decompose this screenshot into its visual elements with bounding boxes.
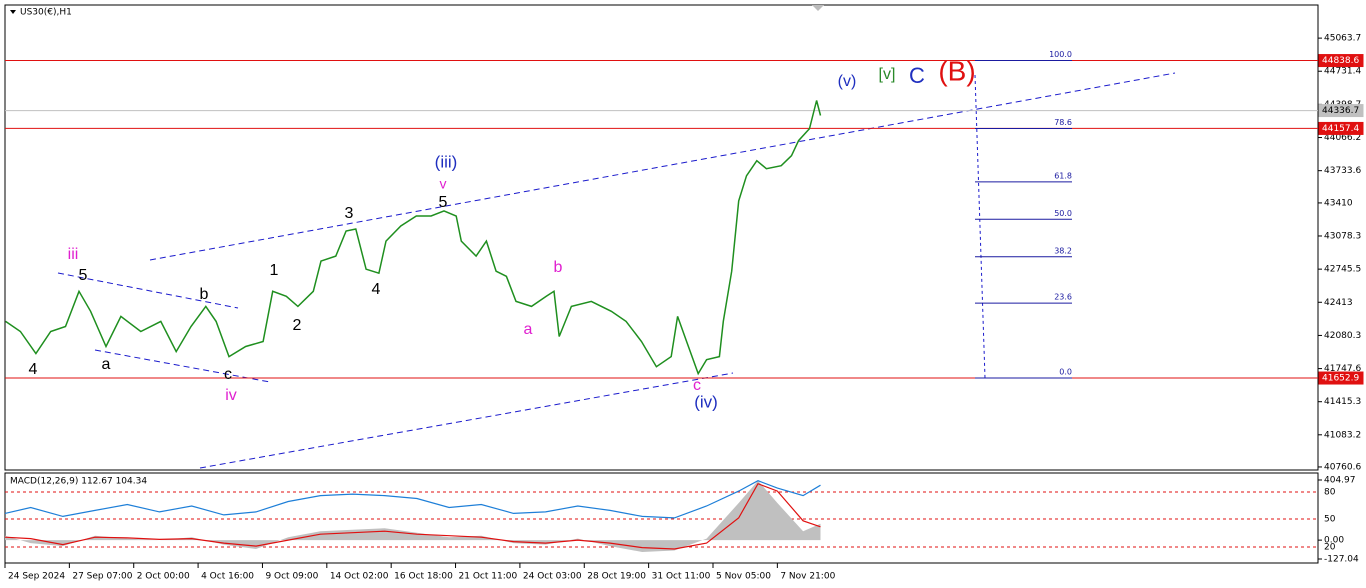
wave-label: 5	[79, 267, 88, 284]
wave-label: v	[440, 176, 447, 192]
wave-label: (iii)	[435, 152, 458, 171]
fib-label: 100.0	[1049, 50, 1072, 59]
y-tick-label: 41415.3	[1324, 397, 1361, 407]
x-tick-label: 24 Oct 03:00	[523, 572, 582, 582]
fib-label: 61.8	[1054, 171, 1072, 180]
wave-label: (iv)	[694, 392, 718, 411]
y-tick-label: -127.04	[1324, 554, 1359, 564]
wave-label: 3	[345, 205, 354, 222]
wave-label: b	[554, 259, 563, 276]
wave-label: c	[693, 377, 701, 394]
wave-label: a	[102, 356, 111, 373]
y-tick-label: 43410	[1324, 198, 1353, 208]
y-tick-label: 40760.6	[1324, 462, 1361, 472]
x-tick-label: 27 Sep 07:00	[72, 572, 132, 582]
price-label: 44157.4	[1322, 124, 1359, 134]
y-tick-label: 43733.6	[1324, 166, 1361, 176]
level-label: 50	[1324, 515, 1336, 525]
x-tick-label: 16 Oct 18:00	[394, 572, 453, 582]
menu-arrow[interactable]	[10, 10, 16, 14]
fib-label: 50.0	[1054, 209, 1072, 218]
x-tick-label: 7 Nov 21:00	[780, 572, 835, 582]
price-label-box	[1318, 371, 1364, 385]
level-label: 80	[1324, 488, 1336, 498]
histogram	[5, 480, 821, 552]
wave-label: a	[524, 321, 533, 338]
x-tick-label: 9 Oct 09:00	[265, 572, 318, 582]
x-tick-label: 5 Nov 05:00	[716, 572, 771, 582]
fib-label: 23.6	[1054, 293, 1072, 302]
wave-label: 4	[29, 361, 38, 378]
trendline	[199, 372, 734, 469]
macd-title: MACD(12,26,9) 112.67 104.34	[10, 477, 147, 487]
x-tick-label: 24 Sep 2024	[8, 572, 65, 582]
wave-label: 1	[270, 262, 279, 279]
wave-label: iv	[225, 387, 237, 404]
price-label-box	[1318, 54, 1364, 68]
wave-label: c	[224, 366, 232, 383]
y-tick-label: 42413	[1324, 298, 1353, 308]
x-tick-label: 4 Oct 16:00	[201, 572, 254, 582]
y-tick-label: 44731.4	[1324, 67, 1361, 77]
y-tick-label: 45063.7	[1324, 34, 1361, 44]
trendlines	[57, 72, 1176, 469]
wave-label: [v]	[879, 66, 896, 83]
y-tick-label: 41747.6	[1324, 364, 1361, 374]
price-label: 44336.7	[1322, 106, 1359, 116]
x-tick-label: 31 Oct 11:00	[652, 572, 711, 582]
wave-label: 2	[293, 317, 302, 334]
y-tick-label: 41083.2	[1324, 430, 1361, 440]
price-label: 44838.6	[1322, 56, 1359, 66]
price-label-box	[1318, 104, 1364, 118]
wave-label: 5	[439, 194, 448, 211]
fib-axis	[974, 74, 986, 379]
y-tick-label: 404.97	[1324, 475, 1356, 485]
x-tick-label: 28 Oct 19:00	[587, 572, 646, 582]
fib-label: 0.0	[1059, 368, 1072, 377]
macd_line	[4, 480, 821, 519]
price-panel	[4, 4, 1319, 471]
price-label-box	[1318, 121, 1364, 135]
x-tick-label: 2 Oct 00:00	[137, 572, 190, 582]
y-tick-label: 44066.2	[1324, 133, 1361, 143]
fib-label: 78.6	[1054, 118, 1072, 127]
y-tick-label: 42080.3	[1324, 331, 1361, 341]
trendline	[57, 272, 239, 309]
price-label: 41652.9	[1322, 374, 1359, 384]
y-tick-label: 43078.3	[1324, 231, 1361, 241]
signal	[4, 482, 821, 550]
x-tick-label: 14 Oct 02:00	[330, 572, 389, 582]
trendline	[149, 72, 1176, 261]
wave-label: iii	[68, 246, 79, 263]
wave-label: b	[200, 286, 209, 303]
scroll-marker	[812, 5, 824, 11]
fib-label: 38.2	[1054, 246, 1072, 255]
x-tick-label: 21 Oct 11:00	[459, 572, 518, 582]
wave-label: C	[909, 63, 925, 88]
wave-label: (B)	[938, 55, 975, 86]
y-tick-label: 0.00	[1324, 536, 1344, 546]
chart-title: US30(€),H1	[20, 8, 72, 18]
wave-label: (v)	[838, 73, 857, 90]
price-line-series	[5, 100, 822, 376]
wave-label: 4	[372, 281, 381, 298]
y-tick-label: 42745.5	[1324, 265, 1361, 275]
level-label: 20	[1324, 543, 1336, 553]
